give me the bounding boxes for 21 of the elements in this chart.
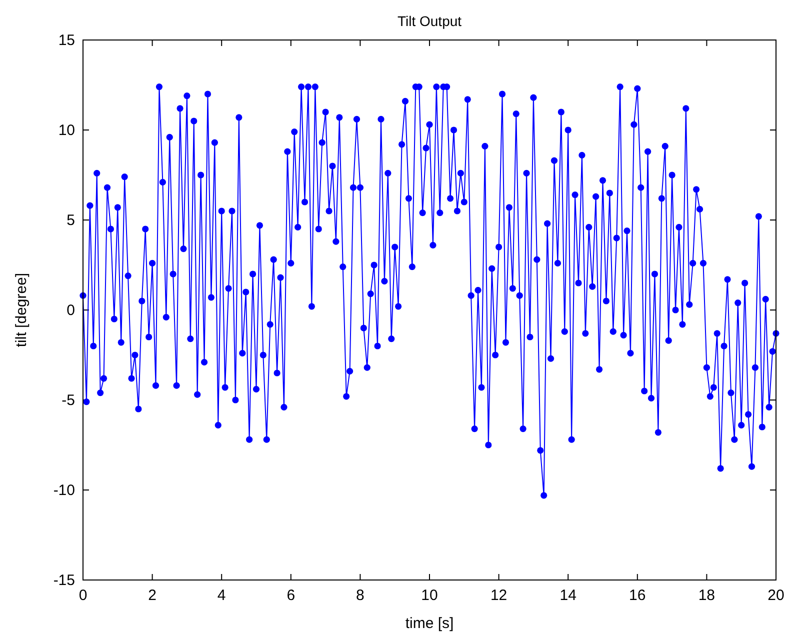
- x-tick-label: 20: [768, 587, 784, 604]
- x-tick-label: 4: [217, 587, 226, 604]
- x-tick-label: 10: [421, 587, 438, 604]
- x-tick-label: 12: [490, 587, 508, 604]
- y-tick-label: 15: [58, 32, 75, 49]
- x-tick-label: 14: [560, 587, 576, 604]
- x-axis-title: time [s]: [405, 615, 454, 632]
- chart-title: Tilt Output: [397, 13, 462, 29]
- x-tick-label: 6: [286, 587, 296, 604]
- y-tick-label: -15: [53, 572, 75, 589]
- y-tick-label: -10: [53, 482, 75, 499]
- y-tick-label: 10: [58, 122, 75, 139]
- x-tick-label: 8: [356, 587, 364, 604]
- x-tick-label: 16: [629, 587, 646, 604]
- x-tick-label: 2: [148, 587, 156, 604]
- x-tick-label: 18: [698, 587, 716, 604]
- y-tick-label: 0: [66, 302, 75, 319]
- y-tick-label: -5: [62, 392, 75, 409]
- y-axis-title: tilt [degree]: [13, 272, 30, 348]
- y-tick-label: 5: [66, 212, 75, 229]
- x-tick-label: 0: [78, 587, 88, 604]
